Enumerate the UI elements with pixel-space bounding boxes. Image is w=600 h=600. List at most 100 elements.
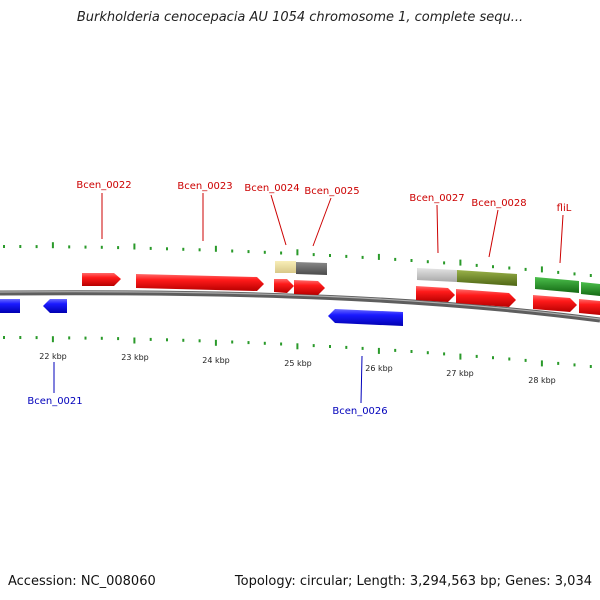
minor-tick <box>492 356 494 360</box>
minor-tick <box>426 351 429 355</box>
minor-tick <box>345 345 348 349</box>
minor-tick <box>263 250 266 254</box>
major-tick <box>296 249 299 256</box>
cds-arrow-bcen-0028[interactable] <box>456 289 516 307</box>
major-tick <box>540 360 543 367</box>
cds-arrow-flil[interactable] <box>533 295 577 312</box>
minor-tick <box>231 249 234 253</box>
minor-tick <box>35 336 38 340</box>
minor-tick <box>68 336 71 340</box>
minor-tick <box>361 255 364 259</box>
minor-tick <box>312 344 315 348</box>
scale-label: 26 kbp <box>365 364 393 373</box>
cds-arrow-partial[interactable] <box>579 299 600 315</box>
minor-tick <box>280 251 283 255</box>
minor-tick <box>475 354 478 358</box>
gene-label-bcen-0024[interactable]: Bcen_0024 <box>244 183 299 194</box>
outer-tick-track <box>3 242 592 277</box>
major-tick <box>133 337 136 344</box>
gene-label-bcen-0028[interactable]: Bcen_0028 <box>471 198 526 209</box>
feature-box-olive[interactable] <box>457 270 517 286</box>
minor-tick <box>394 348 397 352</box>
feature-box-khaki[interactable] <box>275 261 296 273</box>
scale-label: 22 kbp <box>39 352 67 361</box>
minor-tick <box>410 259 413 262</box>
minor-tick <box>345 254 348 258</box>
cds-arrow-bcen-0023[interactable] <box>136 274 264 291</box>
major-tick <box>540 266 543 273</box>
minor-tick <box>19 336 22 339</box>
minor-tick <box>84 336 87 340</box>
cds-arrow-bcen-0022[interactable] <box>82 273 121 286</box>
minor-tick <box>410 350 413 353</box>
accession-text: Accession: NC_008060 <box>8 574 156 589</box>
scale-labels: 22 kbp 23 kbp 24 kbp 25 kbp 26 kbp 27 kb… <box>39 352 556 385</box>
gene-labels: Bcen_0022 Bcen_0023 Bcen_0024 Bcen_0025 … <box>27 180 571 417</box>
minor-tick <box>524 267 527 271</box>
scale-label: 23 kbp <box>121 353 149 362</box>
minor-tick <box>508 357 511 361</box>
cds-arrow-bcen-0024[interactable] <box>274 279 294 293</box>
cds-arrow-bcen-0025[interactable] <box>294 280 325 295</box>
minor-tick <box>198 339 201 343</box>
minor-tick <box>443 352 446 356</box>
feature-box-green[interactable] <box>581 282 600 296</box>
gene-label-bcen-0025[interactable]: Bcen_0025 <box>304 186 359 197</box>
reverse-cds-track <box>0 299 403 326</box>
minor-tick <box>3 336 5 339</box>
major-tick <box>133 243 136 250</box>
minor-tick <box>573 363 576 367</box>
gene-label-bcen-0027[interactable]: Bcen_0027 <box>409 193 464 204</box>
minor-tick <box>84 245 87 249</box>
feature-boxes <box>275 261 600 296</box>
minor-tick <box>68 245 71 249</box>
minor-tick <box>182 338 185 342</box>
cds-arrow-bcen-0021[interactable] <box>43 299 67 313</box>
feature-box-lightgray[interactable] <box>417 268 457 282</box>
gene-label-flil[interactable]: fliL <box>557 203 572 214</box>
callout-lines <box>53 193 564 404</box>
minor-tick <box>589 274 592 277</box>
minor-tick <box>182 247 185 251</box>
minor-tick <box>589 365 592 368</box>
minor-tick <box>247 250 250 254</box>
cds-arrow-bcen-0027[interactable] <box>416 286 455 302</box>
minor-tick <box>117 246 120 250</box>
feature-box-green[interactable] <box>535 277 579 293</box>
minor-tick <box>443 261 446 265</box>
minor-tick <box>524 358 527 362</box>
minor-tick <box>3 245 5 248</box>
minor-tick <box>35 245 38 249</box>
minor-tick <box>198 248 201 252</box>
minor-tick <box>280 342 283 346</box>
minor-tick <box>19 245 22 248</box>
minor-tick <box>231 340 234 344</box>
feature-box-darkgray[interactable] <box>296 262 327 275</box>
gene-label-bcen-0023[interactable]: Bcen_0023 <box>177 181 232 192</box>
major-tick <box>377 253 380 260</box>
genome-stats-text: Topology: circular; Length: 3,294,563 bp… <box>234 574 592 589</box>
scale-label: 25 kbp <box>284 359 312 368</box>
minor-tick <box>426 260 429 264</box>
gene-label-bcen-0026[interactable]: Bcen_0026 <box>332 406 387 417</box>
minor-tick <box>149 246 152 250</box>
minor-tick <box>475 263 478 267</box>
cds-arrow-partial-left[interactable] <box>0 299 20 313</box>
minor-tick <box>329 345 331 348</box>
forward-cds-track <box>82 273 600 315</box>
minor-tick <box>117 337 120 341</box>
minor-tick <box>247 341 250 345</box>
gene-label-bcen-0021[interactable]: Bcen_0021 <box>27 396 82 407</box>
cds-arrow-bcen-0026[interactable] <box>328 309 403 326</box>
minor-tick <box>573 272 576 276</box>
minor-tick <box>557 270 560 274</box>
minor-tick <box>394 257 397 261</box>
minor-tick <box>263 341 266 345</box>
gene-label-bcen-0022[interactable]: Bcen_0022 <box>76 180 131 191</box>
minor-tick <box>361 346 364 350</box>
scale-label: 24 kbp <box>202 356 230 365</box>
inner-tick-track <box>3 336 592 368</box>
scale-label: 28 kbp <box>528 376 556 385</box>
major-tick <box>296 343 299 350</box>
